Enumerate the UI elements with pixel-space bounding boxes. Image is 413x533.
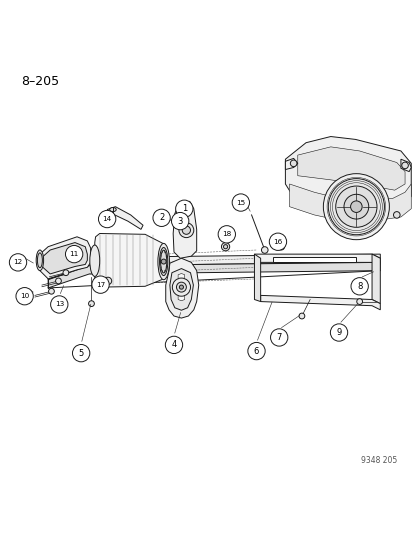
Circle shape (152, 209, 170, 227)
Text: 9348 205: 9348 205 (360, 456, 396, 465)
Circle shape (175, 200, 192, 217)
Ellipse shape (90, 245, 100, 277)
Circle shape (92, 276, 109, 293)
Circle shape (104, 277, 112, 285)
Polygon shape (297, 147, 404, 190)
Text: 8–205: 8–205 (21, 75, 59, 87)
Polygon shape (260, 295, 380, 310)
Circle shape (392, 212, 399, 218)
Text: 1: 1 (181, 204, 187, 213)
Circle shape (50, 296, 68, 313)
Circle shape (98, 211, 116, 228)
Circle shape (268, 233, 286, 251)
Polygon shape (254, 254, 260, 302)
Polygon shape (95, 233, 163, 287)
Circle shape (72, 344, 90, 362)
Circle shape (63, 270, 69, 276)
Text: 14: 14 (102, 216, 112, 222)
Circle shape (277, 244, 284, 250)
Text: 15: 15 (236, 199, 245, 206)
Text: 17: 17 (96, 281, 105, 288)
Polygon shape (42, 243, 87, 274)
Polygon shape (400, 159, 410, 172)
Circle shape (328, 179, 384, 235)
Ellipse shape (36, 250, 43, 271)
Text: 12: 12 (13, 260, 23, 265)
Polygon shape (289, 184, 410, 221)
Circle shape (171, 213, 188, 230)
Circle shape (350, 278, 368, 295)
Polygon shape (48, 254, 380, 280)
Circle shape (172, 278, 190, 296)
Polygon shape (285, 136, 410, 221)
Circle shape (232, 194, 249, 211)
Circle shape (176, 282, 186, 292)
Text: 11: 11 (69, 251, 78, 257)
Ellipse shape (159, 247, 167, 276)
Polygon shape (48, 262, 380, 288)
Circle shape (335, 186, 376, 227)
Ellipse shape (157, 244, 169, 280)
Text: 6: 6 (253, 346, 259, 356)
Circle shape (179, 285, 183, 289)
Circle shape (182, 226, 190, 235)
Circle shape (323, 174, 389, 240)
Circle shape (223, 245, 227, 249)
Ellipse shape (37, 253, 42, 268)
Circle shape (161, 259, 166, 264)
Polygon shape (165, 259, 198, 318)
Polygon shape (173, 201, 196, 259)
Text: 4: 4 (171, 341, 176, 350)
Polygon shape (169, 269, 193, 310)
Circle shape (261, 247, 268, 253)
Circle shape (48, 288, 54, 294)
Circle shape (356, 298, 362, 304)
Circle shape (16, 287, 33, 305)
Polygon shape (107, 207, 143, 229)
Circle shape (165, 336, 182, 353)
Polygon shape (178, 273, 184, 301)
Circle shape (218, 225, 235, 243)
Text: 18: 18 (222, 231, 231, 237)
Text: 5: 5 (78, 349, 83, 358)
Polygon shape (40, 237, 90, 279)
Circle shape (65, 246, 83, 263)
Circle shape (88, 301, 94, 306)
Circle shape (401, 162, 407, 169)
Polygon shape (272, 257, 355, 262)
Text: 10: 10 (20, 293, 29, 299)
Text: 8: 8 (356, 282, 361, 291)
Polygon shape (285, 158, 297, 169)
Text: 13: 13 (55, 302, 64, 308)
Text: 7: 7 (276, 333, 281, 342)
Circle shape (55, 278, 61, 284)
Text: 16: 16 (273, 239, 282, 245)
Polygon shape (254, 254, 380, 264)
Text: 9: 9 (336, 328, 341, 337)
Circle shape (330, 324, 347, 341)
Text: 2: 2 (159, 213, 164, 222)
Circle shape (343, 195, 368, 219)
Circle shape (290, 160, 296, 167)
Circle shape (221, 243, 229, 251)
Polygon shape (371, 254, 380, 304)
Circle shape (270, 329, 287, 346)
Circle shape (298, 313, 304, 319)
Circle shape (178, 223, 193, 238)
Circle shape (247, 342, 265, 360)
Circle shape (9, 254, 26, 271)
Ellipse shape (109, 207, 116, 212)
Circle shape (350, 201, 361, 213)
Text: 3: 3 (177, 216, 183, 225)
